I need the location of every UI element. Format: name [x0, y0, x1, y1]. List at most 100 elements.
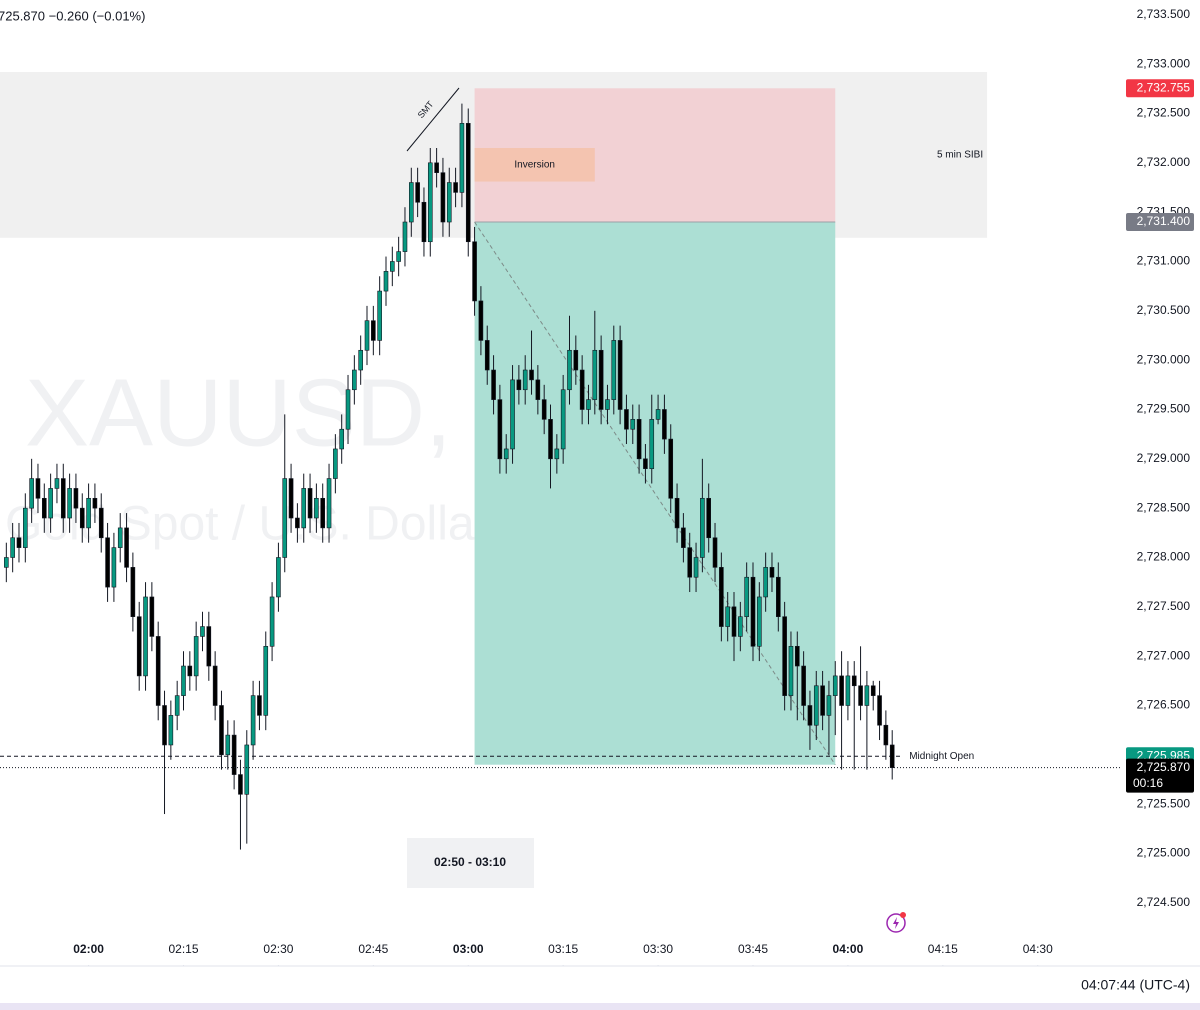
- x-tick-label: 03:30: [643, 942, 673, 956]
- candle-body: [497, 399, 503, 460]
- candle-body: [98, 507, 104, 539]
- candle-body: [276, 557, 281, 598]
- candle-body: [219, 705, 224, 756]
- candle-body: [187, 665, 193, 677]
- candle-body: [687, 547, 693, 578]
- candle-body: [655, 409, 661, 420]
- candle-body: [10, 537, 15, 558]
- x-tick-label: 04:15: [928, 942, 958, 956]
- y-tick-label: 2,724.500: [1137, 895, 1191, 909]
- candle-body: [143, 596, 148, 677]
- alert-icon[interactable]: [886, 912, 906, 933]
- midnight-open-label: Midnight Open: [909, 751, 974, 762]
- candle-body: [611, 340, 617, 400]
- candle-body: [636, 419, 642, 460]
- candle-body: [776, 576, 781, 617]
- candle-body: [390, 261, 395, 272]
- candle-body: [560, 389, 566, 450]
- candle-body: [86, 497, 91, 529]
- candle-body: [282, 478, 288, 558]
- candle-body: [155, 636, 161, 706]
- candle-body: [288, 478, 294, 519]
- candle-body: [573, 349, 579, 371]
- candle-body: [364, 320, 370, 351]
- candle-body: [769, 567, 775, 578]
- price-tag: [1126, 79, 1194, 98]
- candle-body: [472, 241, 477, 302]
- inversion-box: [474, 148, 595, 182]
- candle-body: [516, 379, 522, 391]
- candle-body: [453, 182, 458, 193]
- countdown: 00:16: [1133, 776, 1163, 790]
- candle-body: [174, 695, 180, 716]
- inversion-label: Inversion: [514, 159, 555, 170]
- candle-body: [4, 557, 9, 568]
- candle-body: [541, 399, 547, 420]
- candle-body: [320, 497, 326, 529]
- candle-body: [693, 557, 699, 578]
- x-tick-label: 04:00: [833, 942, 864, 956]
- candle-body: [851, 675, 857, 687]
- x-tick-label: 02:30: [263, 942, 293, 956]
- candle-body: [402, 221, 408, 252]
- candle-body: [522, 369, 528, 391]
- candle-body: [491, 369, 496, 400]
- candle-body: [16, 537, 22, 548]
- candle-body: [617, 340, 623, 410]
- candle-body: [643, 458, 648, 469]
- candle-body: [579, 369, 585, 410]
- candle-body: [35, 478, 41, 499]
- candle-body: [877, 695, 882, 726]
- candle-body: [181, 665, 186, 696]
- candle-body: [554, 448, 560, 460]
- trade-path: [474, 221, 836, 765]
- candle-body: [269, 596, 275, 647]
- y-tick-label: 2,730.500: [1137, 303, 1191, 317]
- candle-body: [845, 675, 851, 706]
- candle-body: [870, 685, 876, 696]
- candle-body: [548, 419, 553, 460]
- candle-body: [225, 734, 231, 756]
- candle-body: [257, 695, 262, 716]
- candle-body: [263, 645, 269, 716]
- candle-body: [813, 685, 819, 726]
- candle-body: [130, 567, 136, 617]
- candle-body: [858, 685, 863, 706]
- candle-body: [801, 665, 806, 706]
- candle-body: [29, 478, 34, 509]
- candle-body: [111, 547, 117, 588]
- y-tick-label: 2,732.000: [1137, 155, 1191, 169]
- candle-body: [738, 616, 743, 637]
- candle-body: [200, 626, 205, 637]
- price-tag-label: 2,731.400: [1137, 214, 1191, 228]
- candle-body: [383, 271, 389, 292]
- watermark-symbol: XAUUSD, 1: [25, 359, 532, 466]
- session-label: 02:50 - 03:10: [434, 855, 506, 869]
- candle-body: [484, 340, 490, 371]
- candle-body: [649, 419, 655, 469]
- sibi-label: 5 min SIBI: [937, 150, 983, 161]
- candle-body: [314, 497, 319, 519]
- y-tick-label: 2,729.500: [1137, 402, 1191, 416]
- candle-body: [763, 567, 768, 598]
- y-tick-label: 2,731.000: [1137, 254, 1191, 268]
- candle-body: [440, 172, 446, 223]
- candle-body: [434, 162, 439, 173]
- candle-body: [744, 576, 749, 617]
- candle-body: [782, 616, 787, 696]
- candle-body: [757, 596, 762, 647]
- plot-area: XAUUSD, 1 Gold Spot / U.S. Dollar 5 min SI…: [0, 72, 1120, 888]
- price-tag-label: 2,732.755: [1137, 80, 1191, 94]
- price-tag: [1126, 213, 1194, 232]
- candle-body: [864, 685, 870, 706]
- candle-body: [712, 537, 718, 568]
- candle-body: [358, 349, 363, 371]
- candle-body: [238, 774, 243, 795]
- candle-body: [326, 478, 332, 529]
- candle-body: [60, 478, 66, 519]
- candle-body: [73, 488, 79, 509]
- candle-body: [415, 182, 420, 203]
- candle-body: [535, 379, 541, 400]
- y-tick-label: 2,726.500: [1137, 698, 1191, 712]
